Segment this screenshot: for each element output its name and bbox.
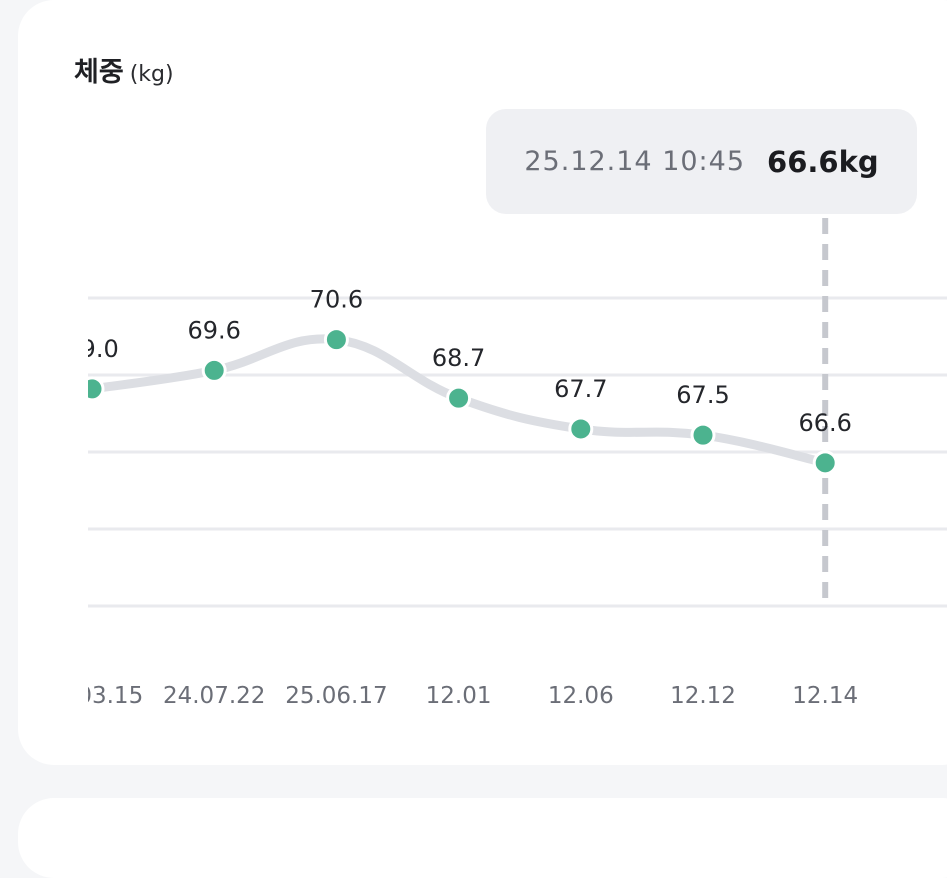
data-point [812,450,838,476]
data-label: 69.0 [65,335,118,363]
x-tick-label: 23.03.15 [41,683,143,709]
x-tick-label: 12.06 [548,683,614,709]
data-label: 70.6 [310,286,363,314]
x-tick-label: 12.01 [426,683,492,709]
data-point [446,385,472,411]
weight-line-chart[interactable]: 69.0 69.6 70.6 68.7 67.7 67.5 66.6 23.03.15 24.0… [0,0,947,824]
grid-lines [88,296,947,608]
chart-tooltip: 25.12.14 10:45 66.6kg [486,109,917,214]
data-label: 68.7 [432,344,485,372]
chart-unit: (kg) [129,62,174,87]
data-point [690,422,716,448]
data-label: 66.6 [798,409,851,437]
data-point [201,357,227,383]
data-label: 69.6 [187,316,240,344]
chart-title-text: 체중 [74,57,124,88]
x-tick-label: 12.14 [792,683,858,709]
data-point [568,416,594,442]
x-tick-label: 12.12 [670,683,736,709]
tooltip-date: 25.12.14 10:45 [524,146,746,177]
chart-title: 체중 (kg) [74,50,174,89]
plot-area: 69.0 69.6 70.6 68.7 67.7 67.5 66.6 23.03.15 24.0… [41,286,858,709]
tooltip-value: 66.6kg [767,144,879,179]
data-label: 67.7 [554,375,607,403]
x-tick-label: 24.07.22 [163,683,265,709]
data-point [88,376,105,402]
data-point [323,327,349,353]
data-label: 67.5 [676,381,729,409]
x-tick-label: 25.06.17 [285,683,387,709]
